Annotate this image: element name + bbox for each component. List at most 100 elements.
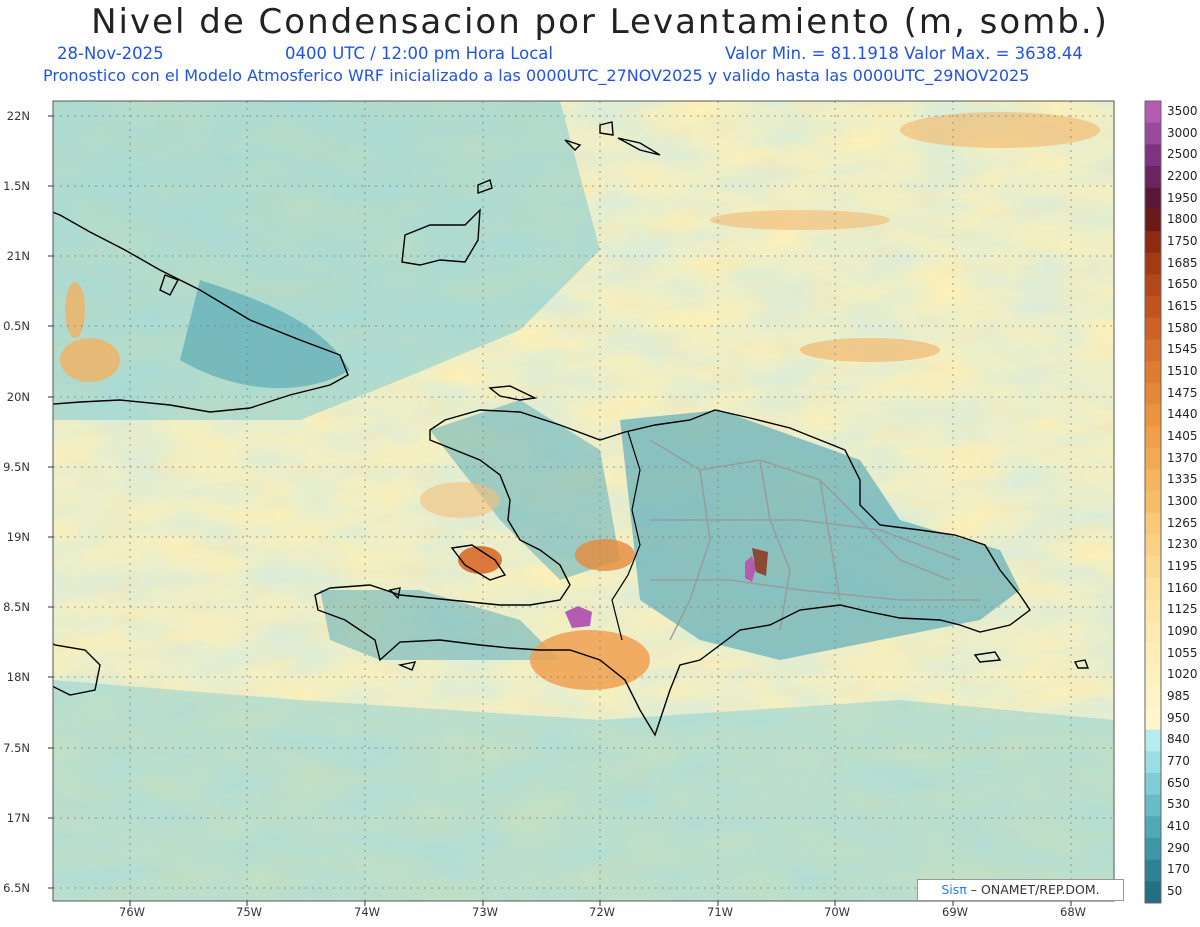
colorbar-swatch xyxy=(1145,426,1161,449)
colorbar-label: 1195 xyxy=(1167,559,1198,574)
colorbar-label: 410 xyxy=(1167,819,1190,834)
colorbar-label: 1405 xyxy=(1167,428,1198,443)
colorbar-swatch xyxy=(1145,621,1161,644)
lon-label: 71W xyxy=(707,905,734,919)
colorbar xyxy=(1144,100,1162,904)
colorbar-label: 290 xyxy=(1167,840,1190,855)
colorbar-label: 530 xyxy=(1167,797,1190,812)
lon-label: 73W xyxy=(472,905,499,919)
colorbar-swatch xyxy=(1145,491,1161,514)
colorbar-swatch xyxy=(1145,837,1161,861)
colorbar-swatch xyxy=(1145,686,1161,709)
colorbar-label: 840 xyxy=(1167,732,1190,747)
lat-label: 18N xyxy=(6,670,30,684)
colorbar-label: 1090 xyxy=(1167,624,1198,639)
value-range: Valor Min. = 81.1918 Valor Max. = 3638.4… xyxy=(725,44,1083,63)
lon-label: 70W xyxy=(824,905,851,919)
colorbar-swatch xyxy=(1145,101,1161,124)
lat-label: 22N xyxy=(6,109,30,123)
colorbar-label: 1580 xyxy=(1167,320,1198,335)
colorbar-swatch xyxy=(1145,707,1161,731)
colorbar-label: 650 xyxy=(1167,775,1190,790)
forecast-date: 28-Nov-2025 xyxy=(57,44,164,63)
colorbar-label: 2500 xyxy=(1167,147,1198,162)
graticule xyxy=(53,101,1114,901)
colorbar-swatch xyxy=(1145,534,1161,557)
lat-label: 21N xyxy=(6,249,30,263)
colorbar-swatch xyxy=(1145,447,1161,470)
lon-label: 74W xyxy=(354,905,381,919)
colorbar-swatch xyxy=(1145,512,1161,536)
lat-label: 0.5N xyxy=(3,319,30,333)
lat-label: 19N xyxy=(6,530,30,544)
colorbar-label: 1475 xyxy=(1167,385,1198,400)
colorbar-swatch xyxy=(1145,794,1161,817)
colorbar-label: 2200 xyxy=(1167,168,1198,183)
colorbar-label: 1650 xyxy=(1167,277,1198,292)
colorbar-swatch xyxy=(1145,751,1161,774)
colorbar-swatch xyxy=(1145,577,1161,601)
colorbar-swatch xyxy=(1145,122,1161,145)
lat-label: 9.5N xyxy=(3,460,30,474)
plot-area xyxy=(53,101,1114,901)
colorbar-label: 1160 xyxy=(1167,580,1198,595)
colorbar-swatch xyxy=(1145,664,1161,687)
lon-label: 72W xyxy=(589,905,616,919)
colorbar-label: 1020 xyxy=(1167,667,1198,682)
credit-org: – ONAMET/REP.DOM. xyxy=(970,882,1100,897)
colorbar-label: 1300 xyxy=(1167,494,1198,508)
lat-label: 7.5N xyxy=(3,741,30,755)
colorbar-label: 770 xyxy=(1167,754,1190,769)
colorbar-label: 1750 xyxy=(1167,233,1198,248)
colorbar-swatch xyxy=(1145,361,1161,384)
lat-label: 17N xyxy=(6,811,30,825)
colorbar-label: 1335 xyxy=(1167,472,1198,487)
colorbar-swatch xyxy=(1145,209,1161,232)
colorbar-label: 1265 xyxy=(1167,515,1198,530)
axis-ticks xyxy=(48,115,1072,906)
colorbar-swatch xyxy=(1145,296,1161,319)
colorbar-swatch xyxy=(1145,231,1161,254)
colorbar-swatch xyxy=(1145,144,1161,167)
lat-label: 1.5N xyxy=(3,179,30,193)
colorbar-swatch xyxy=(1145,252,1161,275)
colorbar-label: 1615 xyxy=(1167,298,1198,313)
colorbar-swatch xyxy=(1145,274,1161,297)
colorbar-label: 1230 xyxy=(1167,537,1198,552)
province-borders xyxy=(649,439,980,641)
forecast-note: Pronostico con el Modelo Atmosferico WRF… xyxy=(43,66,1030,85)
colorbar-label: 1950 xyxy=(1167,190,1198,205)
lon-label: 68W xyxy=(1060,905,1087,919)
colorbar-swatch xyxy=(1145,404,1161,427)
colorbar-label: 1370 xyxy=(1167,450,1198,465)
colorbar-swatch xyxy=(1145,642,1161,666)
colorbar-swatch xyxy=(1145,729,1161,752)
colorbar-label: 1685 xyxy=(1167,255,1198,270)
colorbar-swatch xyxy=(1145,187,1161,210)
colorbar-swatch xyxy=(1145,881,1161,904)
colorbar-label: 950 xyxy=(1167,710,1190,725)
lat-label: 20N xyxy=(6,390,30,404)
colorbar-label: 1545 xyxy=(1167,342,1198,357)
colorbar-label: 1125 xyxy=(1167,602,1198,617)
colorbar-swatch xyxy=(1145,599,1161,622)
lat-label: 6.5N xyxy=(3,881,30,895)
colorbar-swatch xyxy=(1145,382,1161,405)
colorbar-swatch xyxy=(1145,469,1161,492)
colorbar-label: 50 xyxy=(1167,884,1183,899)
colorbar-label: 985 xyxy=(1167,689,1190,704)
credit-brand: Sisπ xyxy=(941,882,967,897)
colorbar-swatch xyxy=(1145,816,1161,839)
lon-label: 69W xyxy=(942,905,969,919)
colorbar-swatch xyxy=(1145,772,1161,796)
peak-east xyxy=(745,556,756,582)
colorbar-label: 3000 xyxy=(1167,125,1198,140)
credit-box: Sisπ – ONAMET/REP.DOM. xyxy=(917,879,1124,901)
colorbar-label: 1800 xyxy=(1167,212,1198,227)
lat-label: 8.5N xyxy=(3,600,30,614)
colorbar-swatch xyxy=(1145,556,1161,579)
peak-west xyxy=(565,606,592,628)
colorbar-label: 1055 xyxy=(1167,645,1198,660)
map-title: Nivel de Condensacion por Levantamiento … xyxy=(91,2,1109,42)
